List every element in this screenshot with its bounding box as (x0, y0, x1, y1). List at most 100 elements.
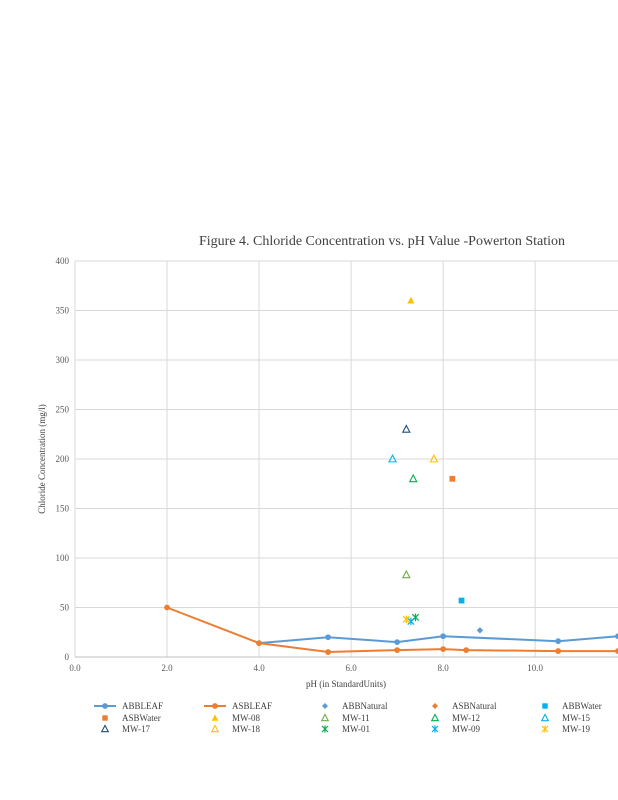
x-tick-label: 8.0 (438, 663, 450, 673)
ticks: 0 50 100 150 200 250 300 350 400 0.0 2.0 4.0 6.0 8.0 1… (56, 256, 544, 673)
legend-marker (320, 713, 330, 722)
data-point (440, 646, 447, 652)
data-point (476, 627, 484, 634)
legend-marker (430, 713, 440, 722)
data-point (408, 473, 418, 483)
series-abbnatural (476, 627, 484, 634)
y-tick-label: 300 (56, 355, 70, 365)
series-line (259, 635, 618, 645)
legend-item: MW-12 (430, 713, 480, 723)
y-tick-label: 0 (65, 652, 70, 662)
series-mw-17 (401, 424, 411, 433)
series-line (166, 606, 618, 654)
data-point (615, 648, 618, 654)
legend-marker (322, 703, 328, 709)
series-mw-08 (407, 296, 415, 304)
legend-label: MW-09 (452, 724, 480, 734)
x-tick-label: 10.0 (527, 663, 543, 673)
data-point (401, 424, 411, 433)
data-point (402, 615, 410, 624)
series-asbwater (449, 475, 456, 482)
x-axis-label: pH (in StandardUnits) (306, 679, 386, 689)
legend-marker (540, 713, 550, 722)
legend-label: MW-01 (342, 724, 370, 734)
data-point (325, 649, 331, 655)
y-tick-label: 400 (56, 256, 70, 266)
legend-item: MW-19 (541, 724, 590, 734)
legend-marker (431, 725, 439, 733)
series-mw-11 (401, 569, 411, 579)
legend-marker (542, 703, 548, 709)
data-point (394, 639, 400, 646)
series (164, 296, 618, 655)
legend-marker (100, 724, 110, 733)
legend-item: MW-01 (321, 724, 370, 734)
y-tick-label: 150 (56, 504, 70, 514)
legend-marker (102, 703, 108, 709)
data-point (394, 647, 400, 653)
legend-marker (211, 714, 219, 721)
legend-item: ASBNatural (432, 701, 497, 711)
x-tick-label: 6.0 (345, 663, 357, 673)
series-mw-12 (408, 473, 418, 483)
legend-marker (541, 725, 549, 733)
legend-label: MW-15 (562, 713, 590, 723)
legend-label: ASBWater (122, 713, 161, 723)
data-point (256, 640, 262, 647)
legend-label: MW-19 (562, 724, 590, 734)
legend-item: ABBLEAF (94, 701, 163, 711)
grid (74, 260, 618, 658)
legend-item: MW-18 (210, 724, 260, 734)
data-point (555, 638, 562, 645)
data-point (401, 569, 411, 579)
series-abbwater (458, 597, 465, 604)
data-point (555, 648, 562, 654)
y-axis-label: Chloride Concentration (mg/l) (37, 404, 47, 513)
legend-item: MW-17 (100, 724, 150, 734)
legend-marker (432, 703, 438, 709)
data-point (407, 617, 415, 626)
data-point (458, 597, 465, 604)
data-point (411, 613, 420, 622)
y-tick-label: 200 (56, 454, 70, 464)
data-point (407, 296, 415, 304)
legend-label: MW-17 (122, 724, 150, 734)
legend-label: MW-18 (232, 724, 260, 734)
legend-label: MW-11 (342, 713, 370, 723)
legend-label: MW-08 (232, 713, 260, 723)
series-mw-01 (411, 613, 420, 622)
data-point (449, 475, 456, 482)
series-mw-15 (388, 453, 397, 463)
x-tick-label: 2.0 (161, 663, 173, 673)
data-point (440, 633, 447, 640)
legend: ABBLEAF ASBLEAF ABBNatural ASBNatural ABBWat… (94, 701, 602, 734)
legend-item: MW-15 (540, 713, 590, 723)
y-tick-label: 350 (56, 306, 70, 316)
legend-item: MW-11 (320, 713, 370, 723)
series-mw-19 (402, 615, 410, 624)
legend-marker (210, 724, 220, 733)
legend-marker (102, 715, 108, 721)
legend-label: ABBLEAF (122, 701, 163, 711)
legend-item: ASBWater (102, 713, 161, 723)
x-tick-label: 4.0 (253, 663, 265, 673)
data-point (463, 647, 470, 653)
legend-label: ASBNatural (452, 701, 497, 711)
legend-marker (212, 703, 218, 709)
legend-label: MW-12 (452, 713, 480, 723)
x-tick-label: 0.0 (69, 663, 81, 673)
legend-label: ASBLEAF (232, 701, 272, 711)
legend-label: ABBWater (562, 701, 602, 711)
data-point (325, 634, 331, 641)
legend-marker (321, 725, 329, 733)
series-mw-18 (429, 453, 439, 463)
data-point (388, 453, 397, 463)
legend-label: ABBNatural (342, 701, 388, 711)
data-point (615, 633, 618, 640)
series-abbleaf (256, 633, 618, 647)
series-asbleaf (164, 604, 618, 655)
legend-item: ABBWater (542, 701, 602, 711)
legend-item: MW-09 (431, 724, 480, 734)
legend-item: MW-08 (211, 713, 260, 723)
